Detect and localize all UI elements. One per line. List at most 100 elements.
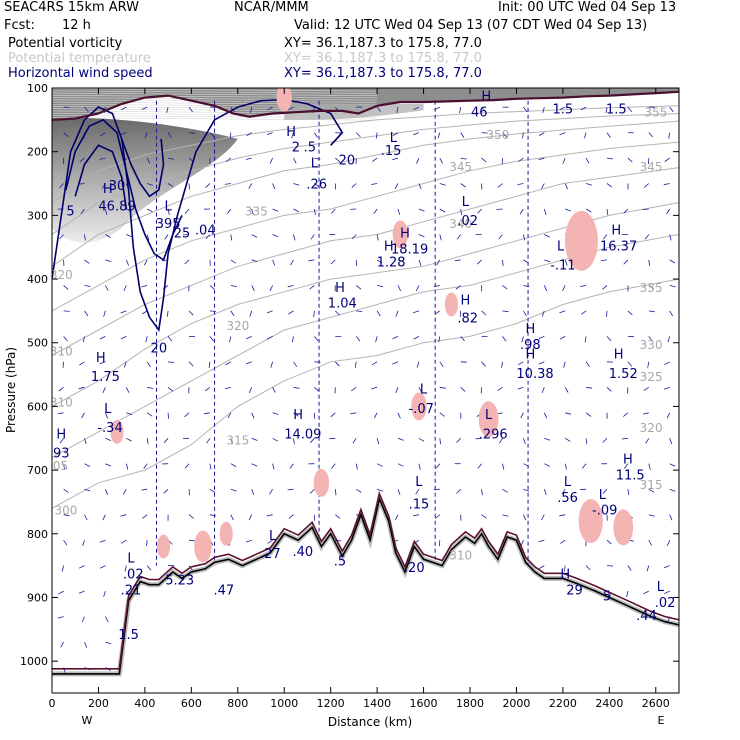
- wind-arrow: [84, 641, 88, 648]
- wind-arrow: [477, 259, 482, 265]
- field-xy-pv: XY= 36.1,187.3 to 175.8, 77.0: [284, 36, 482, 51]
- wind-arrow: [81, 412, 85, 419]
- extremum-label: 1.5: [118, 628, 139, 643]
- wind-arrow: [543, 285, 548, 292]
- wind-arrow: [412, 514, 419, 517]
- wind-arrow: [643, 183, 650, 188]
- pv-maximum: [392, 220, 409, 249]
- wind-arrow: [669, 514, 673, 521]
- wind-arrow: [147, 183, 154, 186]
- wind-arrow: [392, 336, 399, 340]
- wind-arrow: [164, 234, 169, 240]
- wind-arrow: [520, 412, 524, 419]
- wind-arrow: [167, 386, 173, 392]
- wind-arrow: [84, 463, 90, 467]
- theta-contour-345: [52, 105, 679, 204]
- wind-arrow: [143, 259, 148, 266]
- wind-arrow: [290, 259, 294, 266]
- wind-arrow: [105, 641, 112, 645]
- wind-arrow: [141, 285, 148, 288]
- wind-contour-30: [74, 144, 128, 210]
- wind-arrow: [102, 387, 106, 393]
- wind-contour-label: 30: [109, 179, 126, 194]
- wind-arrow: [519, 208, 524, 215]
- wind-arrow: [543, 208, 547, 215]
- wind-arrow: [584, 336, 587, 343]
- wind-arrow: [288, 310, 294, 315]
- wind-arrow: [335, 514, 341, 519]
- wind-arrow: [669, 259, 676, 264]
- wind-arrow: [459, 107, 462, 114]
- wind-arrow: [627, 387, 629, 394]
- wind-arrow: [230, 514, 234, 521]
- theta-label: 355: [644, 106, 667, 120]
- pv-maximum: [613, 509, 634, 546]
- y-axis-label: Pressure (hPa): [4, 347, 18, 433]
- wind-arrow: [293, 386, 300, 389]
- wind-arrow: [102, 514, 106, 521]
- wind-arrow: [585, 565, 591, 571]
- wind-arrow: [418, 387, 423, 393]
- wind-arrow: [481, 514, 487, 519]
- extremum-label: 14.09: [284, 427, 321, 442]
- wind-arrow: [84, 259, 90, 264]
- theta-label: 345: [640, 160, 663, 174]
- wind-arrow: [167, 132, 172, 138]
- high-pv-region: [52, 118, 238, 243]
- wind-arrow: [267, 106, 273, 111]
- wind-arrow: [63, 539, 68, 546]
- wind-arrow: [502, 336, 507, 342]
- wind-arrow: [646, 565, 650, 572]
- wind-arrow: [230, 259, 237, 264]
- extremum-label: L: [485, 408, 493, 423]
- wind-arrow: [562, 157, 566, 164]
- wind-arrow: [627, 106, 633, 112]
- wind-arrow: [120, 310, 127, 314]
- wind-arrow: [84, 285, 91, 287]
- wind-arrow: [99, 157, 106, 160]
- strat-hatch-line: [52, 90, 378, 94]
- wind-arrow: [663, 183, 670, 186]
- extremum-label: 11.5: [616, 469, 645, 484]
- wind-arrow: [418, 234, 425, 238]
- extremum-label: H: [611, 223, 621, 238]
- wind-arrow: [59, 234, 64, 240]
- extremum-label: .5: [334, 555, 346, 570]
- wind-arrow: [663, 386, 670, 390]
- wind-arrow: [376, 488, 383, 492]
- valid-time: Valid: 12 UTC Wed 04 Sep 13 (07 CDT Wed …: [294, 18, 648, 33]
- wind-arrow: [376, 106, 382, 113]
- wind-arrow: [416, 157, 420, 164]
- wind-arrow: [460, 132, 465, 138]
- wind-arrow: [184, 463, 190, 469]
- extremum-label: H: [293, 408, 303, 423]
- wind-arrow: [559, 310, 566, 314]
- wind-arrow: [141, 310, 148, 315]
- wind-arrow: [538, 157, 545, 161]
- wind-arrow: [105, 234, 111, 238]
- extremum-label: L: [657, 580, 665, 595]
- wind-arrow: [57, 412, 64, 414]
- wind-arrow: [523, 234, 526, 241]
- extremum-label: 93: [53, 446, 70, 461]
- wind-arrow: [436, 259, 441, 266]
- field-name-theta: Potential temperature: [8, 51, 151, 66]
- extremum-label: -.11: [550, 259, 575, 274]
- forecast-label: Fcst:: [4, 18, 35, 33]
- extremum-label: 1.04: [328, 297, 357, 312]
- theta-contour-310: [52, 202, 679, 407]
- wind-arrow: [209, 336, 214, 342]
- theta-label: 310: [449, 548, 472, 562]
- wind-arrow: [269, 488, 273, 495]
- y-tick-label: 900: [27, 591, 48, 604]
- wind-arrow: [559, 132, 566, 136]
- wind-arrow: [224, 386, 231, 390]
- theta-label: 315: [640, 478, 663, 492]
- wind-arrow: [586, 386, 593, 389]
- wind-arrow: [103, 590, 106, 597]
- extremum-label: 395: [156, 217, 181, 232]
- x-tick-label: 0: [49, 697, 56, 710]
- wind-arrow: [498, 438, 503, 444]
- wind-arrow: [648, 285, 654, 290]
- wind-arrow: [251, 489, 255, 495]
